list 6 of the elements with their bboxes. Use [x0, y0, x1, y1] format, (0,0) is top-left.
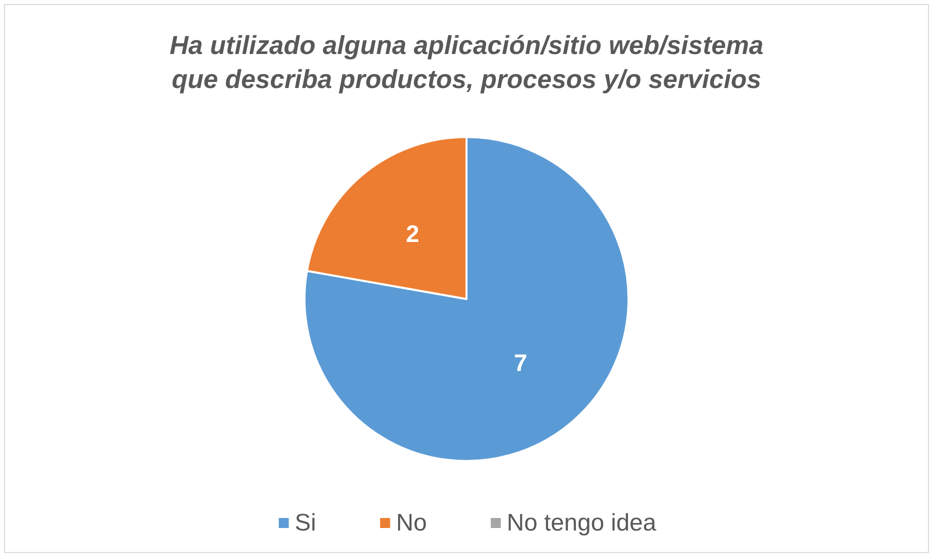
legend-label: Si [294, 510, 316, 536]
data-label: 7 [514, 350, 528, 377]
legend-label: No [396, 510, 427, 536]
legend-label: No tengo idea [506, 510, 657, 536]
chart-title: Ha utilizado alguna aplicación/sitio web/sistema que describa productos, procesos y/o servicios [170, 30, 764, 94]
data-label: 2 [406, 221, 420, 248]
